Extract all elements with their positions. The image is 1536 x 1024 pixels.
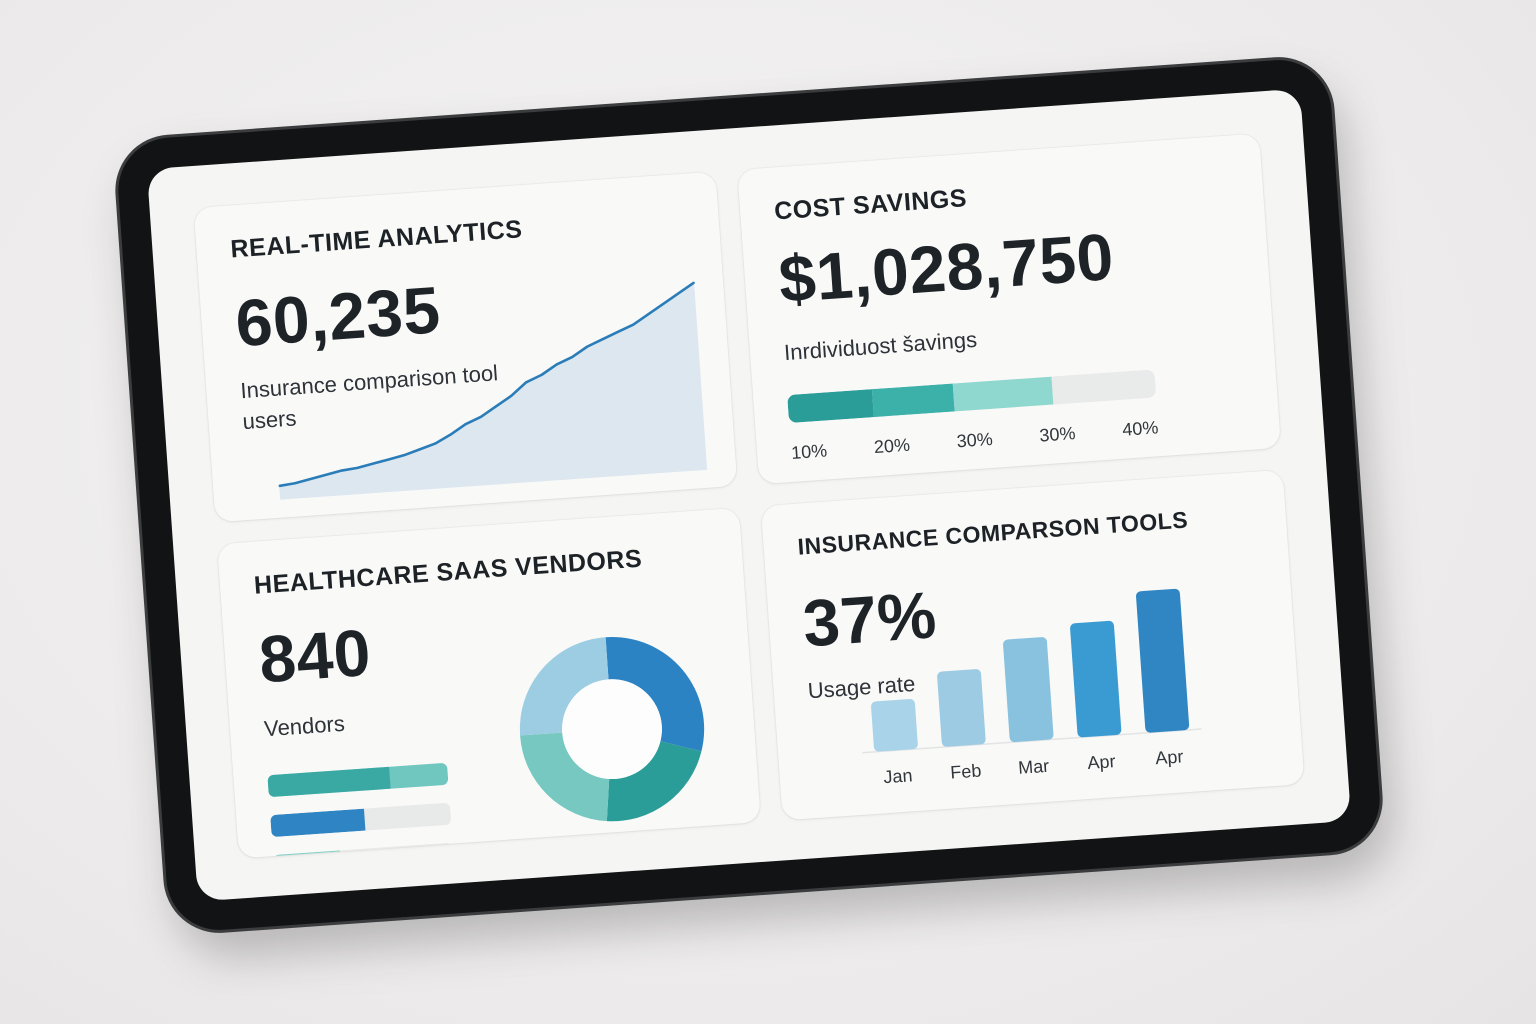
area-point: [555, 363, 558, 366]
vendor-progress-fill: [272, 850, 341, 859]
area-point: [480, 416, 482, 418]
usage-card[interactable]: INSURANCE COMPARSON TOOLS 37% Usage rate…: [760, 469, 1305, 821]
usage-bar-label: Apr: [1087, 751, 1116, 773]
area-fill: [279, 282, 708, 500]
vendor-progress-fill: [267, 766, 391, 798]
area-point: [647, 313, 650, 315]
area-point: [434, 442, 436, 445]
vendor-progress-bars: [267, 762, 455, 859]
vendor-progress-bar: [272, 842, 455, 859]
usage-bar: [937, 669, 986, 747]
area-point: [387, 458, 390, 461]
savings-title: COST SAVINGS: [773, 184, 968, 226]
savings-value: $1,028,750: [776, 219, 1117, 317]
savings-tick-labels: 10% 20% 30% 30% 40%: [790, 417, 1159, 464]
savings-tick-label: 30%: [956, 428, 994, 452]
vendors-donut-chart: [519, 636, 705, 822]
savings-tick-label: 40%: [1121, 417, 1159, 440]
users-area-chart: [278, 281, 708, 500]
vendor-progress-fill: [270, 808, 366, 837]
donut-slice: [519, 637, 609, 736]
analytics-card[interactable]: REAL-TIME ANALYTICS 60,235 Insurance com…: [193, 171, 738, 523]
usage-value: 37%: [800, 577, 939, 661]
donut-slice: [520, 732, 610, 822]
analytics-title: REAL-TIME ANALYTICS: [229, 215, 524, 264]
area-point: [418, 448, 421, 451]
donut-slice: [606, 741, 702, 822]
usage-title: INSURANCE COMPARSON TOOLS: [796, 506, 1189, 560]
area-point: [356, 467, 359, 469]
area-point: [678, 292, 680, 294]
area-point: [464, 423, 467, 425]
usage-bar-chart: Jan Feb Mar Apr Apr: [862, 588, 1202, 787]
savings-segment: [1051, 369, 1157, 405]
savings-tick-label: 20%: [873, 434, 911, 457]
vendors-value: 840: [256, 614, 374, 697]
donut-slice: [605, 636, 705, 752]
tablet-device: REAL-TIME ANALYTICS 60,235 Insurance com…: [111, 53, 1387, 937]
vendor-progress-bar: [267, 762, 449, 798]
usage-bar: [1070, 620, 1122, 738]
usage-bar: [1136, 588, 1190, 733]
usage-bar-label: Mar: [1017, 756, 1049, 778]
analytics-value: 60,235: [233, 272, 443, 361]
savings-subtitle: Inrdividuost šavings: [783, 326, 978, 366]
area-point: [449, 433, 452, 436]
area-line: [279, 281, 695, 488]
donut-hole: [562, 679, 662, 780]
area-point: [340, 469, 343, 472]
usage-bar-label: Apr: [1155, 746, 1184, 768]
area-point: [662, 302, 665, 305]
area-point: [571, 356, 573, 358]
vendor-progress-bar: [270, 802, 452, 837]
area-point: [294, 482, 296, 485]
area-point: [495, 405, 497, 408]
dashboard-screen: REAL-TIME ANALYTICS 60,235 Insurance com…: [146, 88, 1352, 902]
area-point: [372, 462, 374, 465]
usage-bar: [1003, 637, 1054, 743]
usage-bar-label: Feb: [950, 760, 982, 782]
area-point: [540, 374, 543, 376]
vendors-title: HEALTHCARE SAAS VENDORS: [253, 544, 643, 600]
savings-segment: [871, 383, 955, 417]
area-point: [525, 381, 528, 384]
area-point: [403, 454, 405, 456]
area-point: [601, 338, 604, 341]
vendors-card[interactable]: HEALTHCARE SAAS VENDORS 840 Vendors: [217, 507, 761, 859]
savings-segment: [787, 388, 874, 423]
area-point: [693, 281, 695, 284]
area-point: [586, 345, 589, 348]
usage-bar: [871, 698, 918, 752]
savings-segment: [952, 376, 1054, 412]
area-point: [617, 331, 619, 333]
usage-bar-label: Jan: [883, 765, 913, 787]
area-point: [510, 395, 513, 397]
area-point: [632, 323, 635, 326]
area-point: [278, 485, 281, 487]
area-point: [325, 473, 327, 476]
savings-card[interactable]: COST SAVINGS $1,028,750 Inrdividuost šav…: [737, 133, 1282, 485]
savings-progress-bar: [787, 369, 1157, 423]
savings-tick-label: 30%: [1038, 422, 1077, 446]
savings-tick-label: 10%: [790, 440, 828, 463]
area-point: [309, 478, 312, 480]
vendors-subtitle: Vendors: [263, 710, 346, 742]
